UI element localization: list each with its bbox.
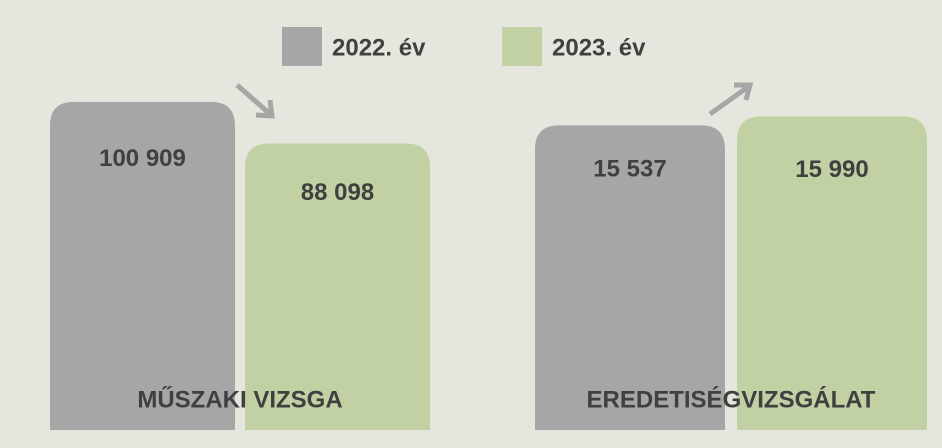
legend-swatch xyxy=(282,27,322,66)
bar xyxy=(50,101,235,431)
legend-label: 2023. év xyxy=(552,34,646,61)
legend-swatch xyxy=(502,27,542,66)
trend-arrows xyxy=(235,82,754,119)
up-arrow-head xyxy=(734,82,754,101)
category-label: EREDETISÉGVIZSGÁLAT xyxy=(587,385,876,413)
value-label: 15 990 xyxy=(795,156,868,183)
value-label: 88 098 xyxy=(301,179,374,206)
down-arrow xyxy=(235,83,272,116)
value-label: 15 537 xyxy=(593,156,666,183)
bar xyxy=(535,125,725,431)
category-label: MŰSZAKI VIZSGA xyxy=(137,385,342,413)
down-arrow-head xyxy=(255,99,275,119)
up-arrow xyxy=(708,84,750,117)
bar xyxy=(737,116,927,431)
legend-label: 2022. év xyxy=(332,34,426,61)
value-label: 100 909 xyxy=(99,145,186,172)
bar xyxy=(245,143,430,430)
